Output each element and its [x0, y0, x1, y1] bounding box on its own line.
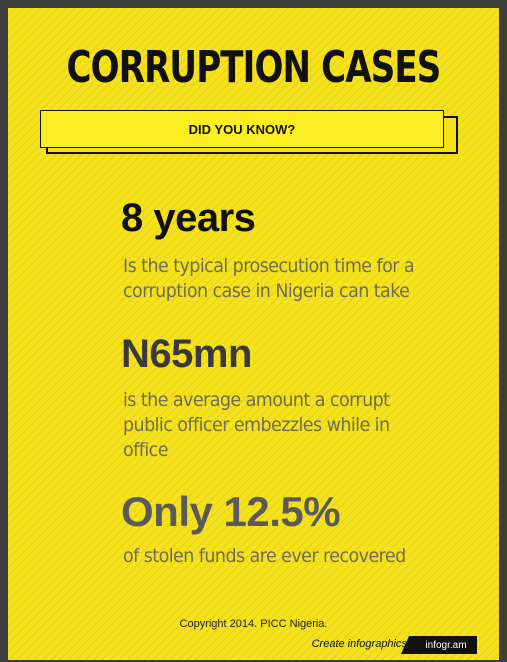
fact-stat-amount: N65mn [121, 332, 252, 376]
infogram-logo[interactable]: infogr.am [409, 636, 477, 654]
fact-description-recovered: of stolen funds are ever recovered [123, 545, 406, 567]
fact-description-amount: is the average amount a corrupt public o… [123, 389, 390, 461]
did-you-know-banner: DID YOU KNOW? [40, 110, 460, 156]
create-infographics-link[interactable]: Create infographics [311, 638, 407, 650]
fact-description-years: Is the typical prosecution time for a co… [123, 255, 415, 302]
fact-stat-years: 8 years [121, 196, 256, 240]
copyright-text: Copyright 2014. PICC Nigeria. [179, 618, 328, 630]
banner-label: DID YOU KNOW? [40, 110, 444, 148]
fact-stat-recovered: Only 12.5% [121, 488, 341, 535]
page-title: CORRUPTION CASES [66, 42, 442, 93]
infographic-card: CORRUPTION CASES DID YOU KNOW? 8 years I… [8, 8, 499, 660]
brand-notch [401, 636, 409, 654]
